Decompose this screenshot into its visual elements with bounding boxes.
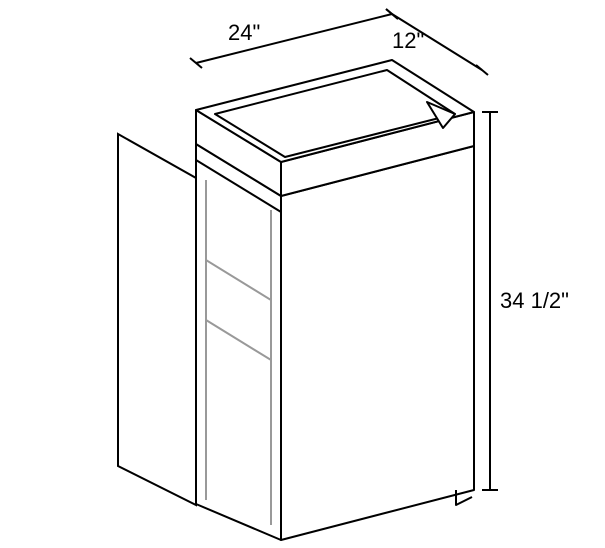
cabinet-side-panel bbox=[281, 146, 474, 540]
dim-depth-tick bbox=[190, 58, 202, 68]
dim-width-tick bbox=[386, 9, 398, 19]
dimension-depth-label: 24" bbox=[228, 22, 260, 44]
cabinet-svg bbox=[0, 0, 605, 548]
cabinet-diagram: 24" 12" 34 1/2" bbox=[0, 0, 605, 548]
cabinet-door-open bbox=[118, 134, 196, 505]
dim-width-tick bbox=[476, 65, 488, 75]
dim-depth-line bbox=[196, 14, 392, 63]
dimension-height-label: 34 1/2" bbox=[500, 290, 569, 312]
dimension-width-label: 12" bbox=[392, 30, 424, 52]
